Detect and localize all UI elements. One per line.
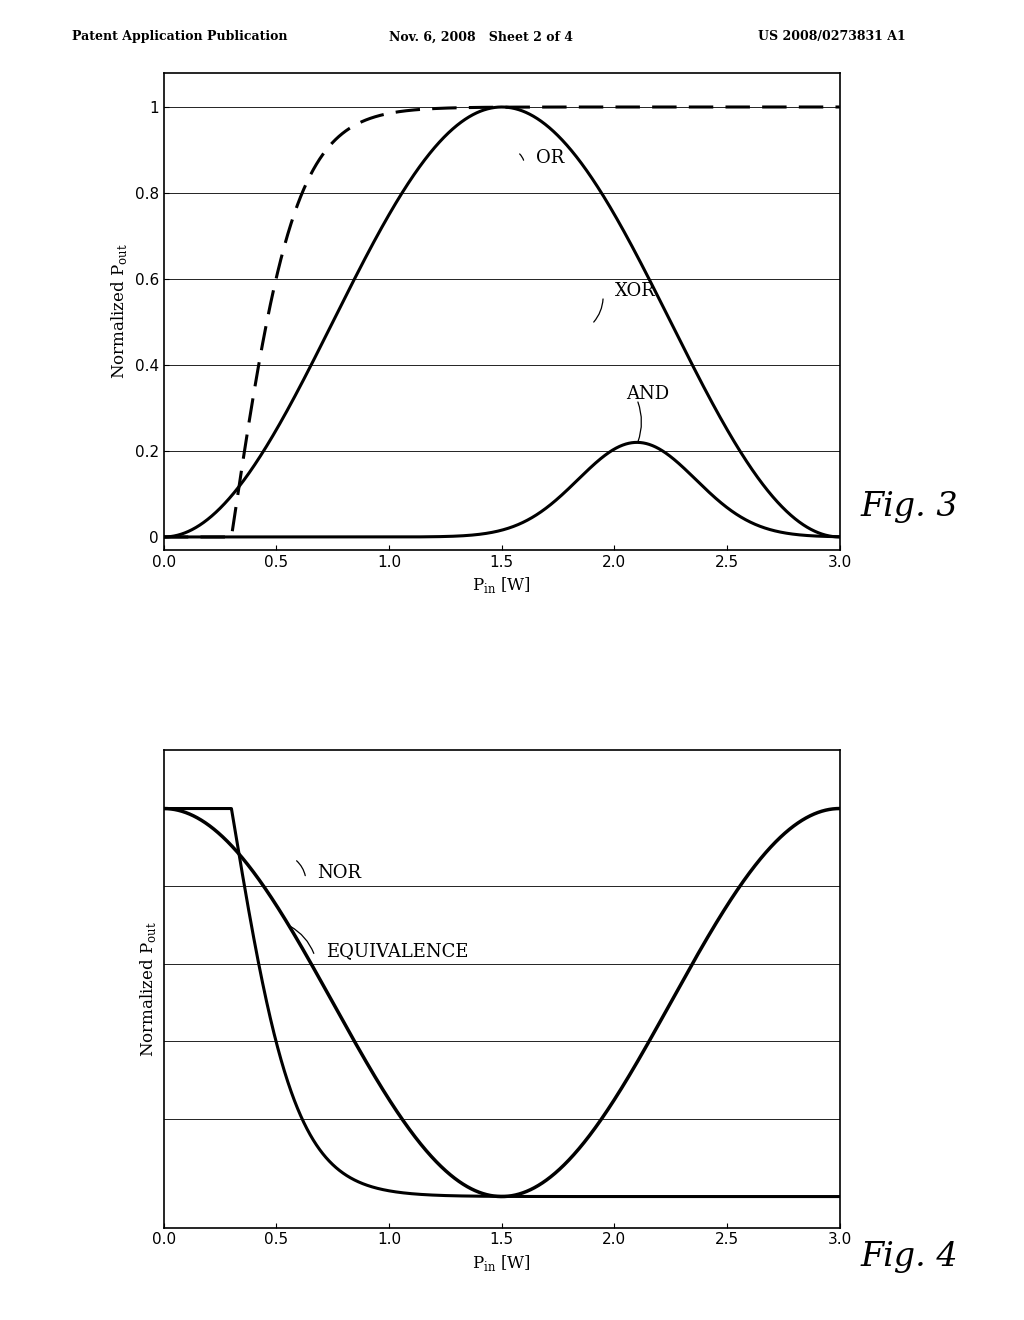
Text: Fig. 3: Fig. 3 — [860, 491, 957, 524]
Text: OR: OR — [536, 149, 564, 166]
X-axis label: P$_{\mathregular{in}}$ [W]: P$_{\mathregular{in}}$ [W] — [472, 1253, 531, 1272]
X-axis label: P$_{\mathregular{in}}$ [W]: P$_{\mathregular{in}}$ [W] — [472, 576, 531, 595]
Text: US 2008/0273831 A1: US 2008/0273831 A1 — [758, 30, 905, 44]
Y-axis label: Normalized P$_{\mathregular{out}}$: Normalized P$_{\mathregular{out}}$ — [138, 921, 159, 1057]
Text: Patent Application Publication: Patent Application Publication — [72, 30, 287, 44]
Text: NOR: NOR — [317, 865, 361, 882]
Text: AND: AND — [626, 385, 669, 404]
Y-axis label: Normalized P$_{\mathregular{out}}$: Normalized P$_{\mathregular{out}}$ — [110, 243, 129, 379]
Text: Fig. 4: Fig. 4 — [860, 1241, 957, 1272]
Text: EQUIVALENCE: EQUIVALENCE — [326, 942, 469, 960]
Text: XOR: XOR — [614, 282, 655, 300]
Text: Nov. 6, 2008   Sheet 2 of 4: Nov. 6, 2008 Sheet 2 of 4 — [389, 30, 573, 44]
